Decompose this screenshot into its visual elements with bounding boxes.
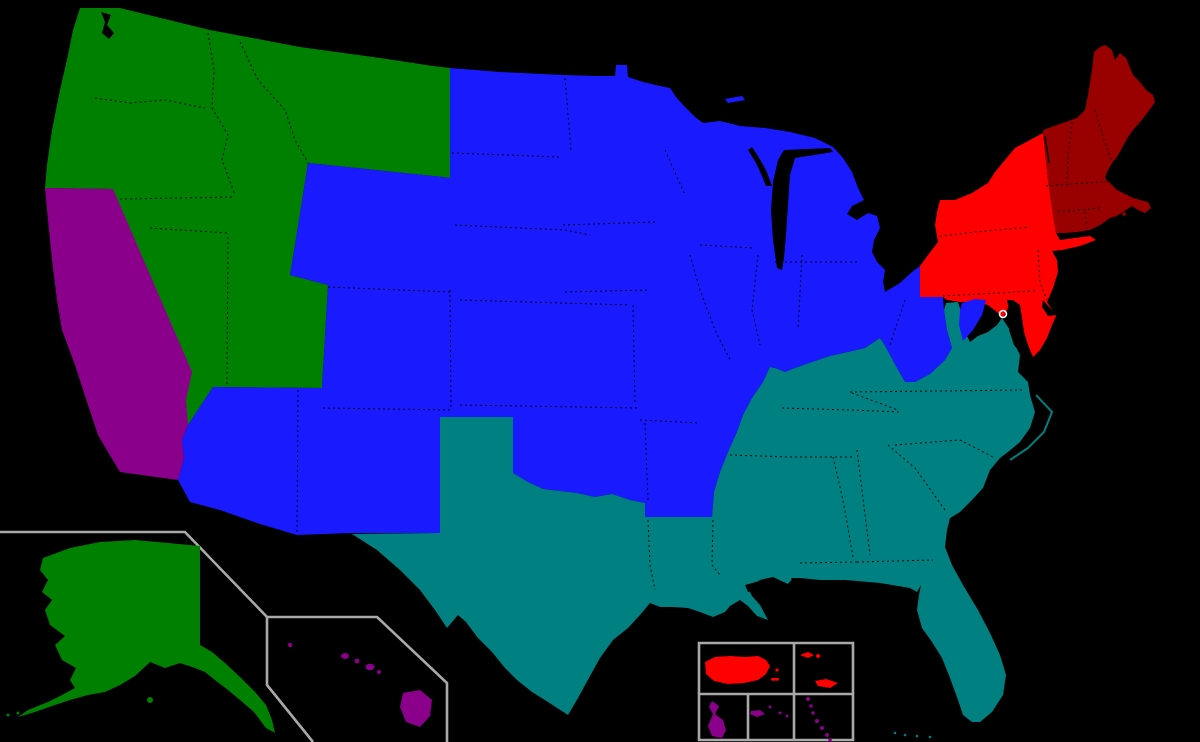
samoa-island (778, 711, 782, 715)
hawaii-island (341, 653, 349, 659)
aleutian-island (16, 711, 20, 715)
samoa-island (785, 714, 789, 718)
samoa-island (768, 705, 772, 709)
lake-michigan (771, 148, 833, 270)
key-island (928, 735, 932, 739)
outer-banks (1009, 394, 1054, 461)
mariana-island (809, 704, 813, 708)
region-west-green (45, 8, 450, 425)
delaware-bay (1042, 300, 1056, 316)
state-borders (94, 32, 1113, 591)
tutuila-shape (750, 710, 765, 717)
inset-us-virgin-islands (800, 652, 838, 688)
west-virginia-panhandle (959, 299, 986, 341)
guam-shape (708, 701, 726, 738)
lake-pontchartrain-sound (745, 578, 772, 592)
inset-american-samoa (750, 705, 789, 718)
hawaii-island (365, 663, 375, 671)
aleutian-island (6, 713, 10, 717)
st-thomas-shape (800, 652, 814, 658)
mariana-island (815, 719, 819, 723)
mariana-island (811, 711, 815, 715)
hawaii-island (377, 670, 381, 674)
inset-guam (708, 701, 726, 738)
key-island (903, 733, 907, 737)
territory-grid (697, 641, 855, 742)
dc-marker (998, 309, 1008, 319)
mariana-island (806, 697, 810, 701)
green-bay (748, 147, 772, 186)
marthas-vineyard-island (1113, 213, 1117, 217)
mariana-island (825, 733, 829, 737)
culebra-island (775, 668, 779, 672)
hawaii-island (287, 642, 293, 648)
alaska-shape (18, 540, 275, 733)
water-bodies (101, 12, 1056, 592)
vieques-island (771, 678, 779, 681)
mobile-bay (791, 578, 799, 588)
key-island (893, 731, 897, 735)
florida-keys (893, 731, 932, 739)
region-mid-atlantic-red (920, 133, 1096, 357)
region-pacific-california (45, 188, 192, 480)
territory-insets (697, 641, 855, 742)
inset-northern-marianas (806, 697, 832, 742)
lake-champlain (1044, 135, 1050, 164)
st-john-shape (816, 654, 820, 658)
region-central-blue (178, 65, 952, 535)
puget-sound (101, 12, 114, 39)
inset-hawaii (267, 615, 449, 742)
region-south-teal (352, 302, 1035, 722)
isle-royale-island (725, 96, 745, 103)
inset-puerto-rico (705, 656, 779, 684)
aleutian-island (28, 709, 32, 713)
puerto-rico-shape (705, 656, 770, 684)
st-croix-shape (815, 679, 838, 688)
hawaii-inset-border (267, 615, 449, 742)
chesapeake-bay (1007, 300, 1024, 352)
mariana-island (828, 738, 832, 742)
hawaii-big-island (400, 690, 432, 727)
hawaii-island (354, 658, 360, 664)
mariana-island (820, 726, 824, 730)
key-island (915, 734, 919, 738)
region-new-england-darkred (1043, 45, 1155, 233)
kodiak-island (147, 697, 153, 703)
nantucket-island (1122, 212, 1126, 216)
